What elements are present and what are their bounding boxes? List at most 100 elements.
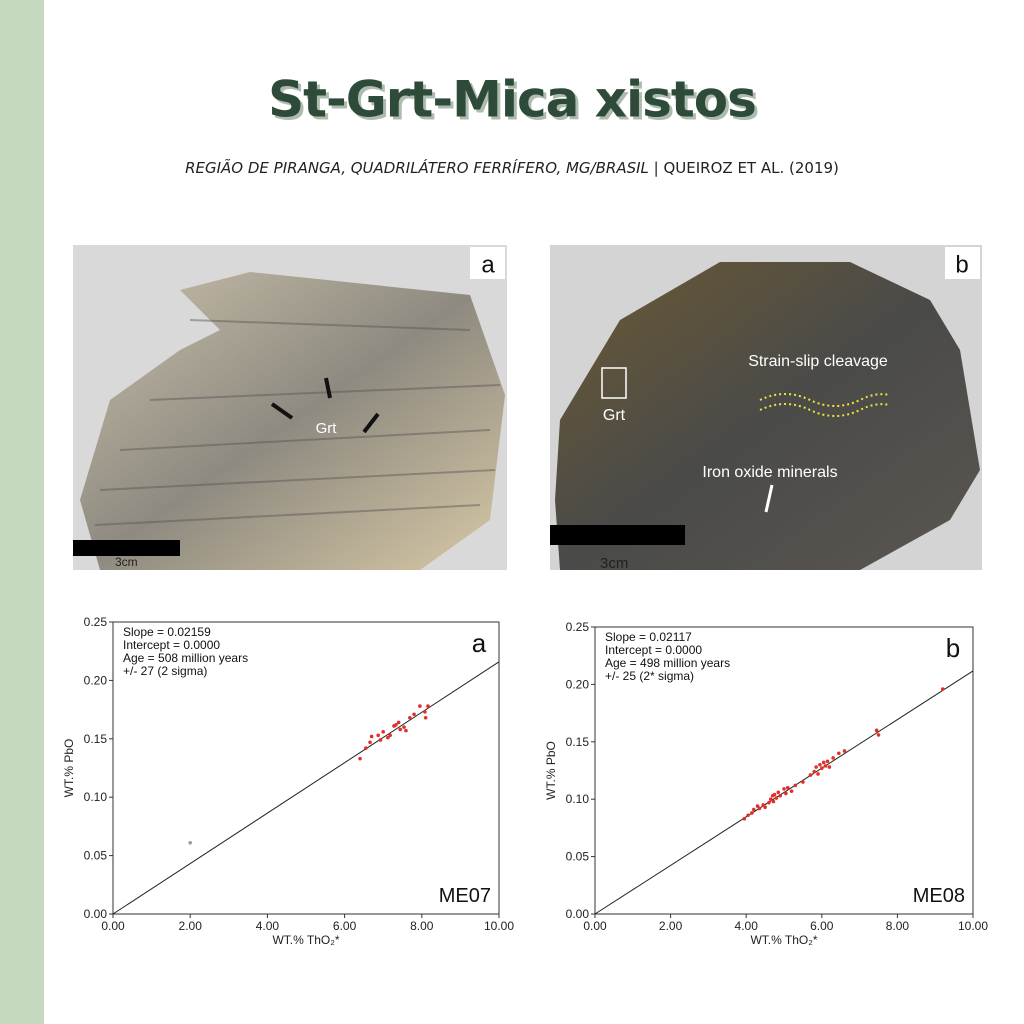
y-tick-label: 0.15 — [84, 732, 108, 746]
chart: 0.00 2.00 4.00 6.00 8.00 10.00 0.00 0.05 0.10 0.1… — [62, 615, 514, 947]
photo-label: Strain-slip cleavage — [748, 353, 888, 370]
title: St-Grt-Mica xistos — [268, 71, 756, 129]
point — [825, 759, 830, 764]
scale-label: 3cm — [600, 555, 628, 572]
point — [820, 766, 824, 771]
y-tick-label: 0.00 — [566, 907, 590, 921]
point — [827, 765, 832, 769]
point — [396, 720, 401, 725]
point — [831, 756, 835, 760]
point — [837, 751, 841, 756]
point — [404, 728, 408, 733]
point — [757, 806, 762, 811]
y-tick-label: 0.25 — [566, 620, 590, 634]
y-tick-label: 0.15 — [566, 735, 590, 749]
annotation: Intercept = 0.0000 — [123, 638, 220, 652]
x-axis-label: WT.% ThO₂* — [750, 933, 817, 947]
point — [771, 799, 776, 804]
photo-a: 3cm a Grt — [73, 245, 507, 570]
annotation: Age = 498 million years — [605, 656, 730, 670]
x-tick-label: 10.00 — [958, 919, 988, 933]
photo-letter: b — [955, 251, 968, 278]
point — [808, 773, 813, 777]
x-tick-label: 2.00 — [179, 919, 203, 933]
scale-label: 3cm — [115, 555, 138, 569]
point — [812, 769, 817, 774]
point — [386, 735, 390, 740]
sample-label: ME07 — [439, 885, 491, 907]
point — [789, 789, 794, 793]
x-tick-label: 8.00 — [886, 919, 910, 933]
letter-box — [945, 247, 980, 279]
annotation: Age = 508 million years — [123, 651, 248, 665]
point — [378, 738, 383, 742]
point — [423, 710, 427, 714]
point — [423, 715, 428, 720]
y-tick-label: 0.25 — [84, 615, 108, 629]
x-axis-label: WT.% ThO₂* — [272, 933, 339, 947]
point — [816, 772, 820, 776]
photo-b: 3cm b Strain-slip cleavage Grt Iron oxid… — [550, 245, 982, 572]
scale-bar — [73, 540, 180, 556]
photo-letter: a — [481, 251, 495, 278]
annotation: Intercept = 0.0000 — [605, 643, 702, 657]
x-tick-label: 2.00 — [659, 919, 683, 933]
subtitle: REGIÃO DE PIRANGA, QUADRILÁTERO FERRÍFER… — [185, 158, 839, 177]
grt-box — [601, 367, 627, 399]
point — [772, 792, 777, 797]
point — [408, 715, 412, 720]
rock — [80, 272, 505, 570]
point — [778, 793, 783, 798]
point — [394, 722, 398, 727]
fit-line — [594, 670, 974, 915]
point — [814, 765, 818, 769]
point — [188, 840, 192, 845]
y-tick-label: 0.05 — [566, 850, 590, 864]
point — [358, 756, 362, 761]
rock — [555, 262, 980, 570]
point — [940, 687, 945, 691]
photo-label: Grt — [316, 420, 338, 437]
arrow — [764, 484, 774, 513]
sample-label: ME08 — [913, 885, 965, 907]
photo-label: Iron oxide minerals — [702, 464, 837, 481]
x-tick-label: 0.00 — [583, 919, 607, 933]
point — [398, 727, 402, 732]
x-tick-label: 6.00 — [333, 919, 357, 933]
foliation — [94, 319, 501, 526]
annotation: Slope = 0.02159 — [123, 625, 211, 639]
plot-frame — [594, 626, 974, 915]
x-tick-label: 0.00 — [101, 919, 125, 933]
annotation: +/- 27 (2 sigma) — [123, 664, 207, 678]
chart: 0.00 2.00 4.00 6.00 8.00 10.00 0.00 0.05 0.10 0.1… — [544, 620, 988, 947]
point — [742, 816, 747, 821]
y-axis-label: WT.% PbO — [544, 741, 558, 800]
point — [801, 780, 805, 784]
point — [823, 764, 828, 768]
point — [768, 797, 773, 801]
point — [785, 785, 790, 790]
point — [774, 796, 779, 800]
y-tick-label: 0.20 — [566, 677, 590, 691]
point — [751, 807, 756, 812]
y-tick-label: 0.20 — [84, 673, 108, 687]
point — [369, 734, 374, 739]
subtitle-region: REGIÃO DE PIRANGA, QUADRILÁTERO FERRÍFER… — [185, 158, 649, 177]
point — [364, 746, 368, 750]
point — [746, 813, 750, 818]
annotation: +/- 25 (2* sigma) — [605, 669, 694, 683]
point — [784, 791, 788, 796]
arrows — [270, 377, 380, 434]
point — [402, 725, 406, 729]
y-tick-label: 0.00 — [84, 907, 108, 921]
title-shadow: St-Grt-Mica xistos — [271, 74, 759, 132]
x-tick-label: 10.00 — [484, 919, 514, 933]
point — [876, 733, 881, 737]
panel-letter: b — [946, 633, 960, 663]
fit-line — [112, 661, 500, 915]
side-strip — [0, 0, 44, 1024]
y-tick-label: 0.10 — [566, 792, 590, 806]
x-tick-label: 4.00 — [256, 919, 280, 933]
point — [767, 800, 771, 805]
